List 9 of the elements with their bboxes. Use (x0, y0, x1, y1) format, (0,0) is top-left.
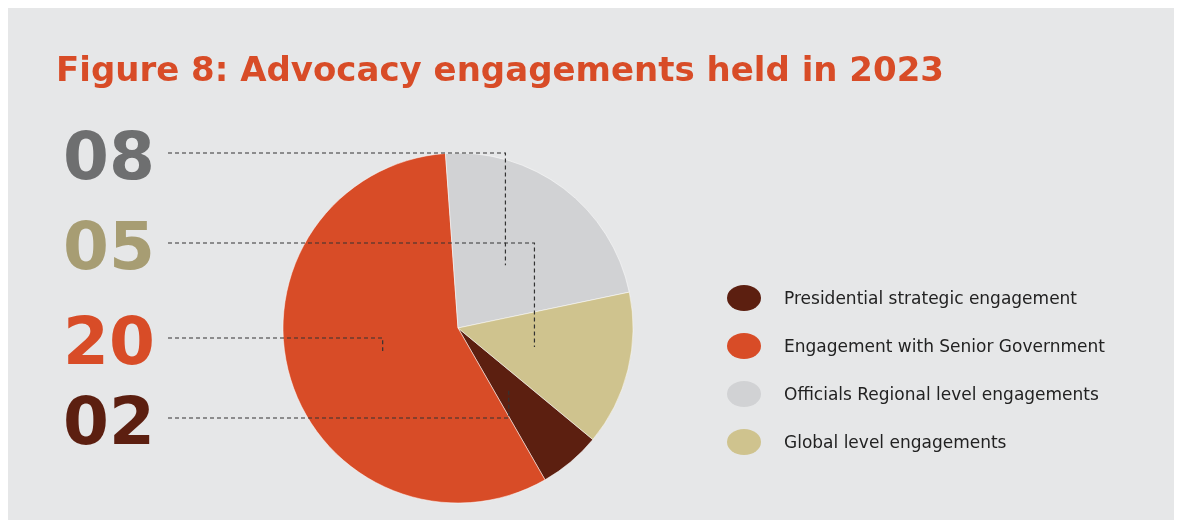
legend-label: Engagement with Senior Government (784, 336, 1106, 356)
legend-label: Officials Regional level engagements (784, 384, 1100, 404)
data-label: 08 (63, 118, 155, 195)
data-label: 05 (63, 208, 155, 285)
data-label: 02 (63, 383, 155, 460)
data-label: 20 (63, 303, 155, 380)
legend-label: Presidential strategic engagement (784, 288, 1078, 308)
chart-title: Figure 8: Advocacy engagements held in 2023 (56, 49, 944, 89)
legend-label: Global level engagements (784, 432, 1007, 452)
